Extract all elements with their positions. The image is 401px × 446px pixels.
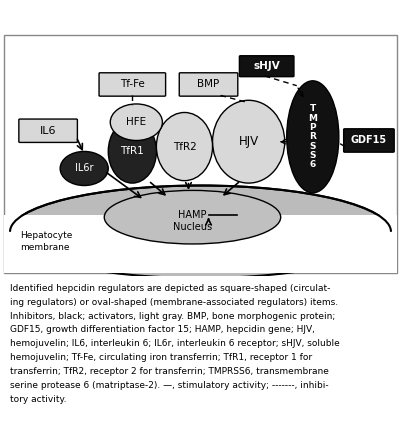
Text: IL6r: IL6r [75, 164, 93, 173]
FancyBboxPatch shape [239, 56, 294, 77]
FancyBboxPatch shape [99, 73, 166, 96]
Text: tory activity.: tory activity. [10, 395, 67, 404]
Polygon shape [4, 215, 397, 273]
Text: Medscape: Medscape [10, 8, 104, 27]
Text: Tf-Fe: Tf-Fe [120, 79, 145, 90]
Ellipse shape [287, 81, 339, 193]
Text: serine protease 6 (matriptase-2). —, stimulatory activity; -------, inhibi-: serine protease 6 (matriptase-2). —, sti… [10, 381, 329, 390]
Text: Hepatocyte
membrane: Hepatocyte membrane [20, 231, 73, 252]
FancyBboxPatch shape [179, 73, 238, 96]
Text: ing regulators) or oval-shaped (membrane-associated regulators) items.: ing regulators) or oval-shaped (membrane… [10, 298, 338, 307]
Text: HFE: HFE [126, 117, 146, 127]
Text: sHJV: sHJV [253, 61, 280, 71]
FancyBboxPatch shape [4, 34, 397, 273]
Text: HAMP: HAMP [178, 210, 207, 220]
Text: GDF15: GDF15 [351, 136, 387, 145]
Text: IL6: IL6 [40, 126, 57, 136]
Ellipse shape [60, 152, 108, 186]
Text: TfR2: TfR2 [172, 141, 196, 152]
Text: Inhibitors, black; activators, light gray. BMP, bone morphogenic protein;: Inhibitors, black; activators, light gra… [10, 312, 335, 321]
Text: hemojuvelin; IL6, interleukin 6; IL6r, interleukin 6 receptor; sHJV, soluble: hemojuvelin; IL6, interleukin 6; IL6r, i… [10, 339, 340, 348]
FancyBboxPatch shape [344, 129, 394, 152]
Ellipse shape [108, 120, 156, 183]
Ellipse shape [10, 186, 391, 278]
Ellipse shape [213, 100, 285, 183]
Text: TfR1: TfR1 [120, 146, 144, 157]
Text: Source: Curr Opin Gastroenterol © 2009 Lippincott Williams & Wilkins: Source: Curr Opin Gastroenterol © 2009 L… [54, 425, 347, 434]
Text: T
M
P
R
S
S
6: T M P R S S 6 [308, 104, 317, 169]
Ellipse shape [104, 190, 281, 244]
Text: hemojuvelin; Tf-Fe, circulating iron transferrin; TfR1, receptor 1 for: hemojuvelin; Tf-Fe, circulating iron tra… [10, 353, 312, 362]
FancyBboxPatch shape [19, 119, 77, 142]
Text: transferrin; TfR2, receptor 2 for transferrin; TMPRSS6, transmembrane: transferrin; TfR2, receptor 2 for transf… [10, 367, 329, 376]
Ellipse shape [156, 112, 213, 181]
Ellipse shape [110, 104, 162, 140]
Text: HJV: HJV [239, 135, 259, 148]
Text: Nucleus: Nucleus [173, 222, 212, 232]
Text: BMP: BMP [197, 79, 220, 90]
Text: Identified hepcidin regulators are depicted as square-shaped (circulat-: Identified hepcidin regulators are depic… [10, 284, 330, 293]
Text: GDF15, growth differentiation factor 15; HAMP, hepcidin gene; HJV,: GDF15, growth differentiation factor 15;… [10, 326, 315, 334]
